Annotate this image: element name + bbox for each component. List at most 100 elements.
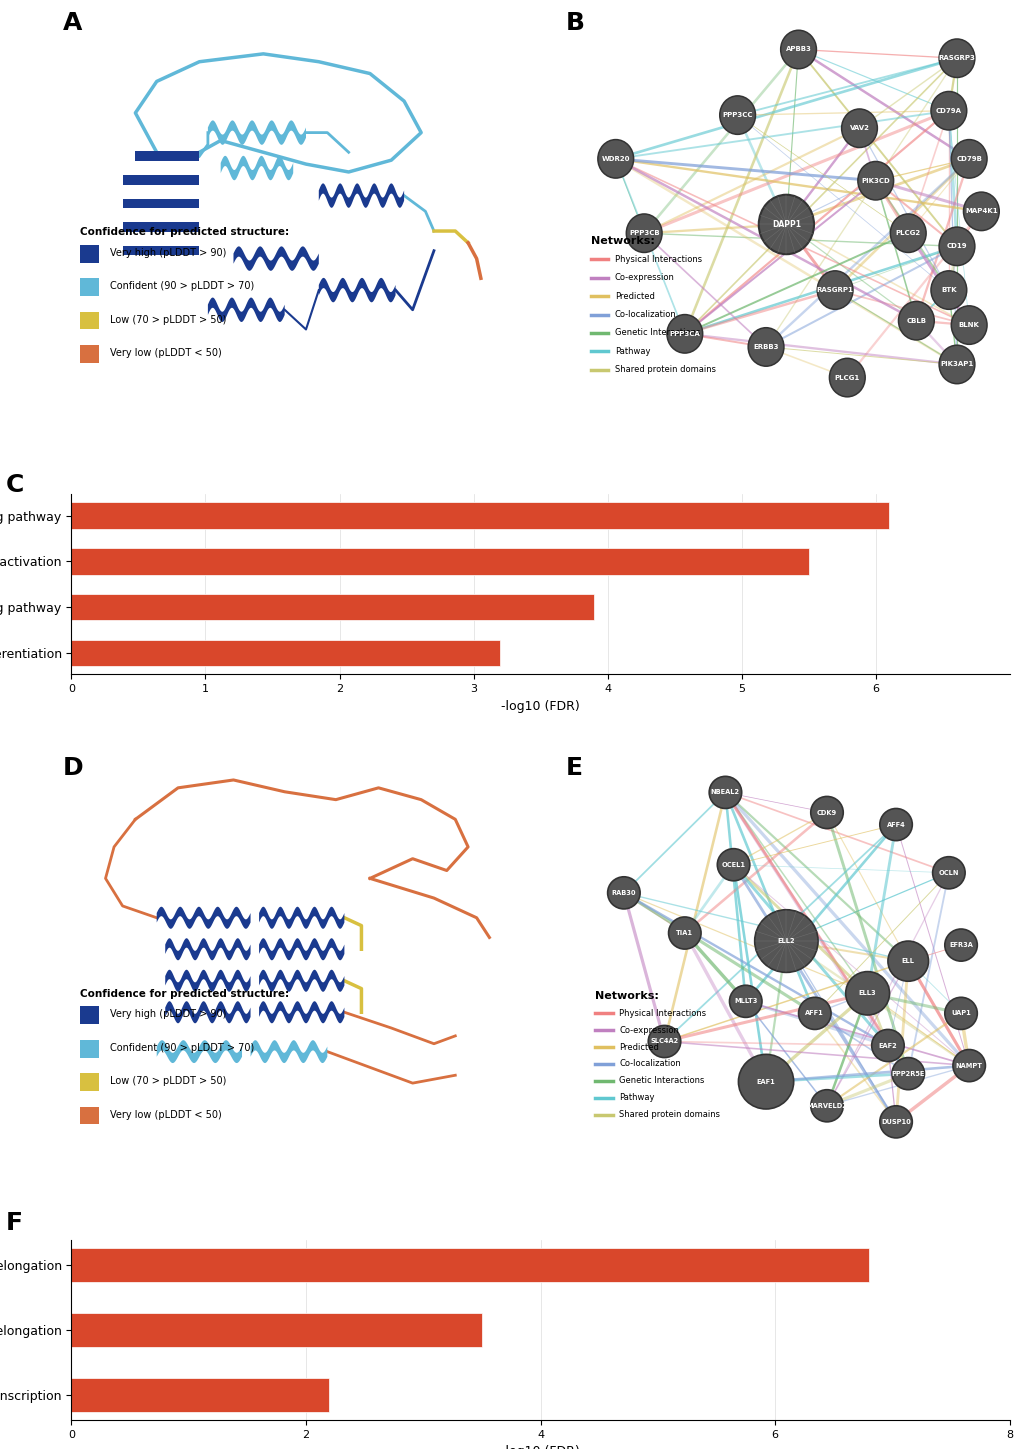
Text: RASGRP1: RASGRP1: [816, 287, 853, 293]
Bar: [71, 1248, 868, 1282]
Circle shape: [944, 929, 976, 961]
Text: CDK9: CDK9: [816, 810, 837, 816]
Circle shape: [708, 777, 741, 809]
Polygon shape: [233, 246, 319, 271]
Circle shape: [898, 301, 933, 341]
Circle shape: [845, 972, 889, 1014]
Polygon shape: [122, 175, 199, 184]
Circle shape: [754, 910, 817, 972]
Bar: [79, 245, 99, 262]
Circle shape: [879, 1106, 911, 1137]
Text: Physical Interactions: Physical Interactions: [614, 255, 701, 264]
Text: Co-localization: Co-localization: [619, 1059, 680, 1068]
Text: APBB3: APBB3: [785, 46, 811, 52]
Text: PLCG1: PLCG1: [834, 375, 859, 381]
Text: PIK3AP1: PIK3AP1: [940, 361, 973, 368]
Circle shape: [816, 271, 852, 309]
Circle shape: [963, 193, 999, 230]
Circle shape: [952, 1049, 984, 1081]
Text: TIA1: TIA1: [676, 930, 693, 936]
Text: NAMPT: NAMPT: [955, 1062, 981, 1068]
Text: Co-expression: Co-expression: [614, 274, 675, 283]
Polygon shape: [157, 1040, 242, 1064]
Text: PPP3CA: PPP3CA: [668, 330, 699, 336]
Text: Confident (90 > pLDDT > 70): Confident (90 > pLDDT > 70): [110, 1043, 254, 1052]
Text: AFF1: AFF1: [805, 1010, 823, 1016]
Text: DAPP1: DAPP1: [771, 220, 800, 229]
Circle shape: [738, 1055, 793, 1108]
Text: Co-localization: Co-localization: [614, 310, 676, 319]
Bar: [79, 1074, 99, 1091]
Bar: [71, 503, 889, 529]
Circle shape: [944, 997, 976, 1029]
Bar: [79, 1040, 99, 1058]
Text: OCLN: OCLN: [937, 869, 958, 875]
Polygon shape: [319, 184, 404, 207]
Bar: [79, 1107, 99, 1124]
Polygon shape: [165, 1001, 251, 1023]
Circle shape: [719, 96, 755, 135]
Text: CD79A: CD79A: [935, 107, 961, 113]
Polygon shape: [259, 969, 344, 991]
Circle shape: [879, 809, 911, 840]
Text: PPP3CB: PPP3CB: [629, 230, 659, 236]
Text: B: B: [566, 10, 585, 35]
Text: Pathway: Pathway: [619, 1093, 654, 1103]
Circle shape: [892, 1058, 923, 1090]
Circle shape: [626, 214, 661, 252]
Text: ELL2: ELL2: [776, 938, 795, 945]
Text: Networks:: Networks:: [595, 991, 658, 1001]
Text: WDR20: WDR20: [601, 156, 630, 162]
Circle shape: [857, 161, 893, 200]
Text: EAF1: EAF1: [756, 1078, 774, 1085]
Text: RAB30: RAB30: [611, 890, 636, 895]
X-axis label: -log10 (FDR): -log10 (FDR): [500, 1445, 580, 1449]
Text: Confidence for predicted structure:: Confidence for predicted structure:: [79, 227, 288, 238]
Circle shape: [930, 271, 966, 309]
Polygon shape: [319, 278, 395, 303]
Circle shape: [810, 1090, 843, 1122]
Text: Physical Interactions: Physical Interactions: [619, 1009, 705, 1017]
Text: ELL: ELL: [901, 958, 914, 964]
Text: DUSP10: DUSP10: [880, 1119, 910, 1124]
Text: Shared protein domains: Shared protein domains: [619, 1110, 719, 1119]
Text: Confidence for predicted structure:: Confidence for predicted structure:: [79, 988, 288, 998]
Text: EAF2: EAF2: [877, 1042, 897, 1049]
Polygon shape: [259, 907, 344, 929]
Text: Very low (pLDDT < 50): Very low (pLDDT < 50): [110, 1110, 221, 1120]
Circle shape: [930, 91, 966, 130]
Text: Genetic Interactions: Genetic Interactions: [619, 1077, 704, 1085]
Circle shape: [890, 214, 925, 252]
Circle shape: [931, 856, 964, 888]
Text: CBLB: CBLB: [906, 317, 925, 323]
Polygon shape: [122, 222, 199, 232]
Polygon shape: [136, 152, 199, 161]
Text: UAP1: UAP1: [951, 1010, 970, 1016]
Text: F: F: [6, 1211, 22, 1235]
Text: PIK3CD: PIK3CD: [860, 178, 890, 184]
Polygon shape: [165, 969, 251, 991]
Text: BLNK: BLNK: [958, 322, 978, 327]
Text: OCEL1: OCEL1: [720, 862, 745, 868]
Text: Predicted: Predicted: [619, 1043, 658, 1052]
Bar: [79, 1007, 99, 1024]
Polygon shape: [220, 156, 292, 180]
Circle shape: [780, 30, 815, 68]
Text: MARVELD2: MARVELD2: [806, 1103, 847, 1108]
Text: ELL3: ELL3: [858, 990, 875, 997]
X-axis label: -log10 (FDR): -log10 (FDR): [500, 700, 580, 713]
Text: C: C: [6, 472, 24, 497]
Text: Low (70 > pLDDT > 50): Low (70 > pLDDT > 50): [110, 1077, 226, 1087]
Text: Predicted: Predicted: [614, 291, 654, 301]
Circle shape: [810, 797, 843, 829]
Text: CD79B: CD79B: [955, 156, 981, 162]
Circle shape: [607, 877, 640, 909]
Circle shape: [938, 39, 974, 77]
Circle shape: [716, 849, 749, 881]
Text: PPP2R5E: PPP2R5E: [891, 1071, 924, 1077]
Text: Pathway: Pathway: [614, 346, 650, 356]
Text: Very low (pLDDT < 50): Very low (pLDDT < 50): [110, 348, 221, 358]
Polygon shape: [165, 939, 251, 961]
Text: Shared protein domains: Shared protein domains: [614, 365, 715, 374]
Circle shape: [841, 109, 876, 148]
